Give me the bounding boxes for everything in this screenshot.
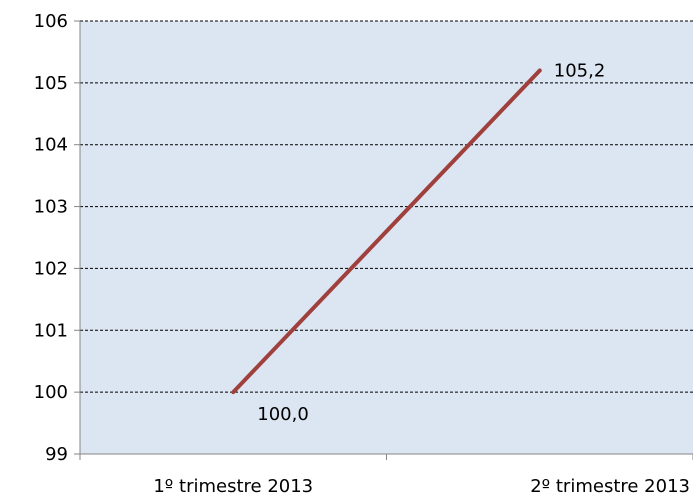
x-axis-tick-labels: 1º trimestre 2013 2º trimestre 2013 [153, 476, 690, 497]
y-tick-label: 104 [34, 135, 68, 156]
gridlines [80, 20, 693, 393]
series [231, 68, 542, 395]
y-tick-label: 106 [34, 11, 68, 32]
x-tick-label: 2º trimestre 2013 [530, 476, 690, 497]
y-tick-label: 103 [34, 197, 68, 218]
data-label: 105,2 [554, 60, 606, 81]
plot-area-background [80, 21, 693, 454]
axes [74, 20, 693, 460]
data-labels: 100,0 105,2 [257, 60, 605, 425]
y-tick-label: 100 [34, 382, 68, 403]
y-tick-label: 105 [34, 73, 68, 94]
y-tick-label: 101 [34, 320, 68, 341]
data-label: 100,0 [257, 404, 309, 425]
x-tick-label: 1º trimestre 2013 [153, 476, 313, 497]
y-tick-label: 99 [45, 444, 68, 465]
y-tick-label: 102 [34, 258, 68, 279]
series-line [231, 68, 542, 395]
y-axis-tick-labels: 99 100 101 102 103 104 105 106 [34, 11, 68, 465]
